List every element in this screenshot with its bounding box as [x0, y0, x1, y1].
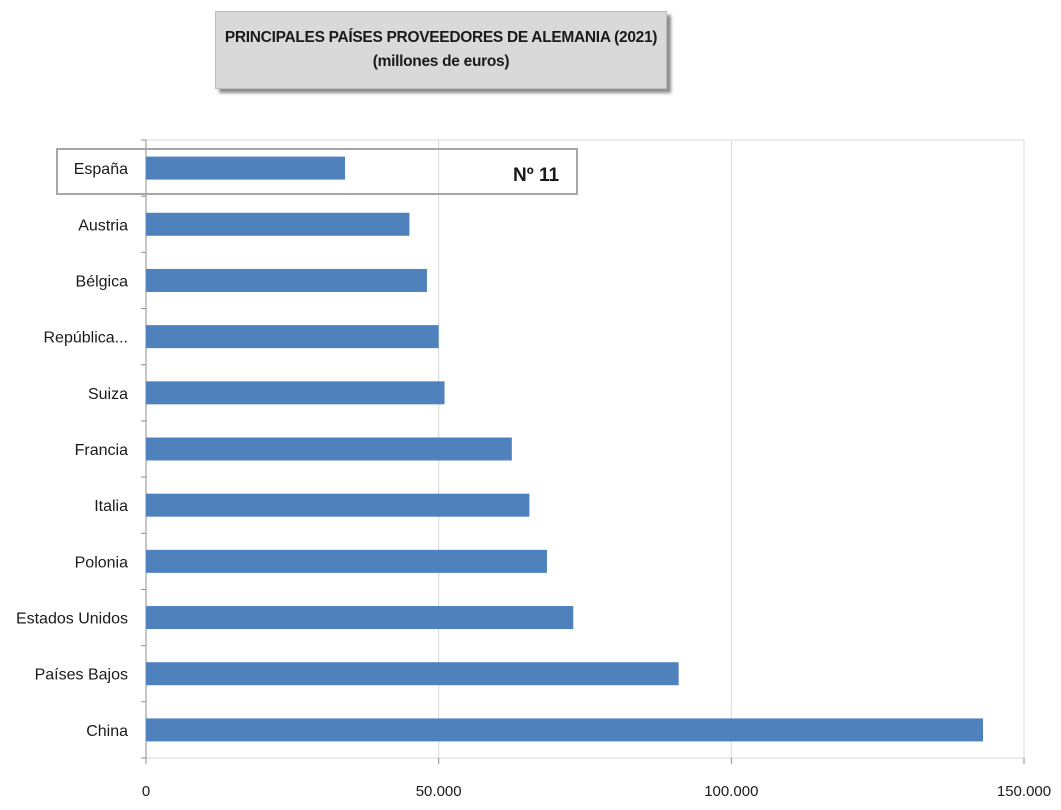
bar: [146, 606, 574, 630]
x-tick-label: 0: [142, 783, 150, 800]
category-label: República...: [44, 330, 129, 347]
category-label: Italia: [94, 498, 128, 515]
category-label: Bélgica: [76, 273, 129, 290]
bar: [146, 381, 445, 405]
chart-title-box: PRINCIPALES PAÍSES PROVEEDORES DE ALEMAN…: [215, 11, 667, 89]
x-tick-label: 100.000: [704, 783, 758, 800]
category-label: Francia: [75, 442, 128, 459]
rank-annotation: Nº 11: [513, 165, 560, 186]
category-label: Austria: [78, 217, 128, 234]
chart-title: PRINCIPALES PAÍSES PROVEEDORES DE ALEMAN…: [224, 29, 658, 46]
category-label: Países Bajos: [35, 667, 128, 684]
category-label: China: [86, 723, 128, 740]
category-label: Estados Unidos: [16, 611, 128, 628]
bar: [146, 156, 346, 180]
x-tick-label: 150.000: [997, 783, 1051, 800]
bar: [146, 437, 512, 461]
bar: [146, 493, 530, 517]
bar: [146, 718, 984, 742]
bar: [146, 549, 547, 573]
chart-subtitle: (millones de euros): [372, 53, 510, 70]
category-label: Polonia: [75, 554, 128, 571]
bar: [146, 662, 679, 686]
bar: [146, 212, 410, 236]
category-label: Suiza: [88, 386, 128, 403]
bar: [146, 268, 427, 292]
highlight-box: [56, 148, 578, 195]
category-label: España: [74, 161, 128, 178]
x-tick-label: 50.000: [416, 783, 462, 800]
bar: [146, 325, 439, 349]
